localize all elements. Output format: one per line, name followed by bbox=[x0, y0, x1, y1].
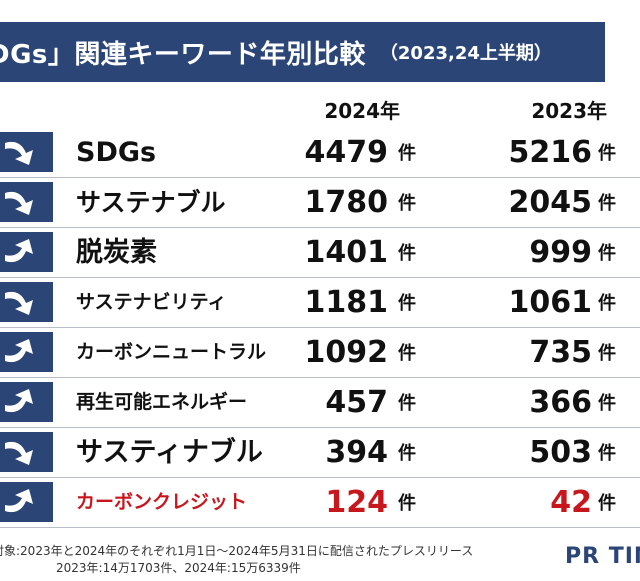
unit-label: 件 bbox=[398, 293, 416, 314]
keyword-label: サステナブル bbox=[76, 188, 226, 217]
trend-up-arrow-icon bbox=[0, 332, 53, 372]
unit-label: 件 bbox=[598, 293, 616, 314]
chart-title: DGs」関連キーワード年別比較 bbox=[0, 39, 366, 70]
unit-label: 件 bbox=[398, 343, 416, 364]
value-2024: 124 bbox=[325, 485, 388, 520]
prtimes-logo: PR TIM bbox=[565, 544, 640, 569]
unit-label: 件 bbox=[398, 393, 416, 414]
trend-down-arrow-icon bbox=[0, 432, 53, 472]
table-row: サステナビリティ 1181 件 1061 件 bbox=[0, 278, 640, 328]
unit-label: 件 bbox=[398, 493, 416, 514]
trend-up-arrow-icon bbox=[0, 482, 53, 522]
table-row: 脱炭素 1401 件 999 件 bbox=[0, 228, 640, 278]
table-row: サスティナブル 394 件 503 件 bbox=[0, 428, 640, 478]
title-bar: DGs」関連キーワード年別比較 （2023,24上半期） bbox=[0, 22, 605, 82]
trend-down-arrow-icon bbox=[0, 182, 53, 222]
trend-up-arrow-icon bbox=[0, 232, 53, 272]
value-2024: 1780 bbox=[304, 185, 389, 220]
trend-down-arrow-icon bbox=[0, 132, 53, 172]
table-row: SDGs 4479 件 5216 件 bbox=[0, 128, 640, 178]
footer-note-scope: 対象:2023年と2024年のそれぞれ1月1日～2024年5月31日に配信された… bbox=[0, 544, 474, 558]
keyword-label: サステナビリティ bbox=[76, 291, 227, 313]
value-2023: 999 bbox=[529, 235, 592, 270]
unit-label: 件 bbox=[598, 243, 616, 264]
value-2023: 2045 bbox=[508, 185, 593, 220]
table-row: サステナブル 1780 件 2045 件 bbox=[0, 178, 640, 228]
value-2024: 457 bbox=[325, 385, 388, 420]
value-2023: 5216 bbox=[508, 135, 593, 170]
value-2023: 503 bbox=[529, 435, 592, 470]
keyword-label: カーボンニュートラル bbox=[76, 341, 267, 363]
unit-label: 件 bbox=[598, 143, 616, 164]
column-header-2024: 2024年 bbox=[324, 99, 400, 123]
unit-label: 件 bbox=[598, 493, 616, 514]
unit-label: 件 bbox=[398, 443, 416, 464]
unit-label: 件 bbox=[398, 243, 416, 264]
trend-down-arrow-icon bbox=[0, 282, 53, 322]
table-row: カーボンクレジット 124 件 42 件 bbox=[0, 478, 640, 528]
unit-label: 件 bbox=[598, 343, 616, 364]
keyword-label: サスティナブル bbox=[76, 437, 263, 468]
unit-label: 件 bbox=[598, 393, 616, 414]
chart-subtitle: （2023,24上半期） bbox=[379, 43, 552, 64]
value-2024: 1181 bbox=[304, 285, 389, 320]
value-2023: 366 bbox=[529, 385, 592, 420]
unit-label: 件 bbox=[398, 193, 416, 214]
column-header-2023: 2023年 bbox=[531, 99, 607, 123]
footer-note-counts: 2023年:14万1703件、2024年:15万6339件 bbox=[56, 561, 301, 575]
value-2023: 735 bbox=[529, 335, 592, 370]
value-2024: 1092 bbox=[304, 335, 389, 370]
value-2023: 42 bbox=[550, 485, 592, 520]
keyword-label: カーボンクレジット bbox=[76, 491, 248, 513]
unit-label: 件 bbox=[598, 193, 616, 214]
keyword-label: 脱炭素 bbox=[76, 237, 157, 268]
value-2023: 1061 bbox=[508, 285, 593, 320]
keyword-label: 再生可能エネルギー bbox=[76, 391, 248, 413]
unit-label: 件 bbox=[398, 143, 416, 164]
value-2024: 394 bbox=[325, 435, 388, 470]
keyword-table: SDGs 4479 件 5216 件サステナブル 1780 件 2045 件脱炭素 1401 件 99… bbox=[0, 128, 640, 528]
value-2024: 4479 bbox=[304, 135, 389, 170]
unit-label: 件 bbox=[598, 443, 616, 464]
table-row: 再生可能エネルギー 457 件 366 件 bbox=[0, 378, 640, 428]
trend-up-arrow-icon bbox=[0, 382, 53, 422]
table-row: カーボンニュートラル 1092 件 735 件 bbox=[0, 328, 640, 378]
value-2024: 1401 bbox=[304, 235, 389, 270]
keyword-label: SDGs bbox=[76, 137, 157, 168]
